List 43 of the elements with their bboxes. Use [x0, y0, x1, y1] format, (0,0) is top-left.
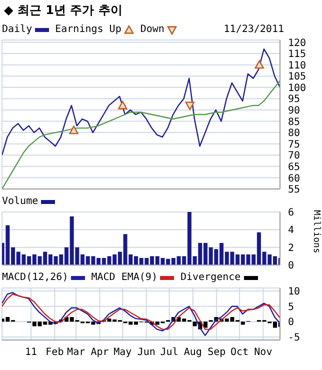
y-tick-label: 105 — [288, 72, 306, 83]
y-tick-label: 115 — [288, 49, 306, 60]
y-tick-label: 70 — [288, 150, 300, 162]
legend-label: MACD(12,26) — [2, 272, 68, 284]
y-tick-label: 60 — [288, 173, 300, 184]
y-tick-label: 0 — [288, 317, 294, 328]
x-tick-label: Nov — [254, 347, 272, 358]
y-tick-label: 120 — [288, 38, 306, 49]
x-tick-label: May — [114, 347, 132, 358]
chart-title: ◆ 최근 1년 주가 추이 — [3, 2, 124, 19]
y-tick-label: 5 — [288, 302, 294, 313]
x-tick-label: Feb — [46, 347, 64, 358]
y-tick-label: -5 — [288, 332, 300, 344]
x-tick-label: Jun — [137, 347, 156, 358]
y-axis-title: Millions — [311, 210, 321, 256]
y-tick-label: 55 — [288, 184, 300, 196]
x-tick-label: Apr — [90, 347, 109, 358]
y-tick-label: 100 — [288, 82, 306, 94]
legend-label: Earnings Up — [55, 24, 122, 36]
y-tick-label: 85 — [288, 116, 300, 128]
y-tick-label: 75 — [288, 139, 300, 150]
y-tick-label: 80 — [288, 128, 300, 140]
legend-label: Volume — [2, 196, 38, 208]
y-tick-label: 95 — [288, 94, 300, 106]
legend-label: Divergence — [180, 272, 241, 284]
legend-label: MACD EMA(9) — [91, 272, 158, 284]
x-tick-label: Jul — [160, 347, 178, 358]
x-tick-label: Mar — [67, 347, 86, 358]
y-tick-label: 0 — [288, 260, 294, 272]
legend-label: Down — [140, 24, 164, 36]
y-tick-label: 90 — [288, 106, 300, 117]
y-tick-label: 65 — [288, 162, 300, 173]
y-tick-label: 2 — [288, 242, 294, 254]
x-tick-label: Aug — [184, 347, 202, 358]
y-tick-label: 6 — [288, 208, 294, 219]
y-tick-label: 10 — [288, 286, 300, 298]
text: 11/23/2011 — [224, 24, 284, 36]
y-tick-label: 110 — [288, 60, 306, 72]
legend-label: Daily — [2, 24, 32, 36]
y-tick-label: 4 — [288, 225, 294, 236]
x-tick-label: Oct — [230, 347, 249, 358]
x-tick-label: 11 — [25, 347, 38, 358]
x-tick-label: Sep — [208, 347, 226, 358]
